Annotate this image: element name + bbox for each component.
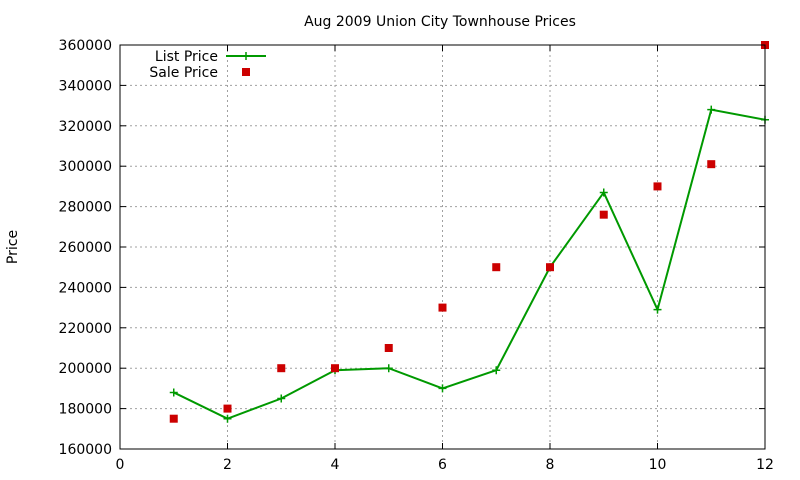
y-tick-label: 300000: [59, 159, 112, 175]
y-tick-label: 220000: [59, 321, 112, 337]
list-price-point: [653, 305, 662, 314]
data-series: [169, 41, 769, 423]
x-tick-label: 8: [546, 457, 555, 473]
legend-swatch-marker: [242, 68, 250, 76]
list-price-point: [438, 384, 447, 393]
y-tick-label: 160000: [59, 442, 112, 458]
list-price-point: [707, 105, 716, 114]
x-tick-label: 6: [438, 457, 447, 473]
x-tick-label: 2: [223, 457, 232, 473]
legend-swatch-marker: [242, 52, 250, 60]
y-tick-label: 340000: [59, 78, 112, 94]
plot-frame: [119, 44, 766, 450]
list-price-line: [173, 108, 766, 420]
sale-price-point: [492, 263, 501, 272]
x-tick-label: 12: [756, 457, 774, 473]
sale-price-point: [277, 364, 286, 373]
y-tick-label: 200000: [59, 361, 112, 377]
x-tick-label: 4: [331, 457, 340, 473]
y-axis-label: Price: [5, 230, 21, 264]
x-tick-label: 0: [116, 457, 125, 473]
sale-price-point: [599, 210, 608, 219]
list-price-point: [169, 388, 178, 397]
y-tick-label: 320000: [59, 119, 112, 135]
list-price-point: [384, 364, 393, 373]
sale-price-point: [223, 404, 232, 413]
list-price-point: [223, 414, 232, 423]
axis-ticks: 0 2 4 6 8 10 12 160000 180000 200000 220000 240000 2…: [59, 38, 774, 473]
list-price-point: [492, 366, 501, 375]
sale-price-point: [438, 303, 447, 312]
sale-price-point: [707, 160, 716, 169]
y-tick-label: 280000: [59, 200, 112, 216]
sale-price-point: [653, 182, 662, 191]
list-price-point: [599, 188, 608, 197]
sale-price-point: [546, 263, 554, 272]
list-price-series: [169, 105, 769, 423]
legend-label: Sale Price: [149, 65, 218, 81]
y-tick-label: 260000: [59, 240, 112, 256]
y-tick-label: 180000: [59, 402, 112, 418]
x-tick-label: 10: [649, 457, 667, 473]
sale-price-point: [169, 414, 178, 423]
sale-price-point: [384, 344, 393, 352]
sale-price-point: [331, 364, 339, 373]
y-tick-label: 240000: [59, 280, 112, 296]
chart-title: Aug 2009 Union City Townhouse Prices: [304, 14, 576, 30]
grid-lines: [120, 45, 765, 449]
legend-label: List Price: [155, 49, 218, 65]
y-tick-label: 360000: [59, 38, 112, 54]
list-price-point: [277, 394, 286, 403]
